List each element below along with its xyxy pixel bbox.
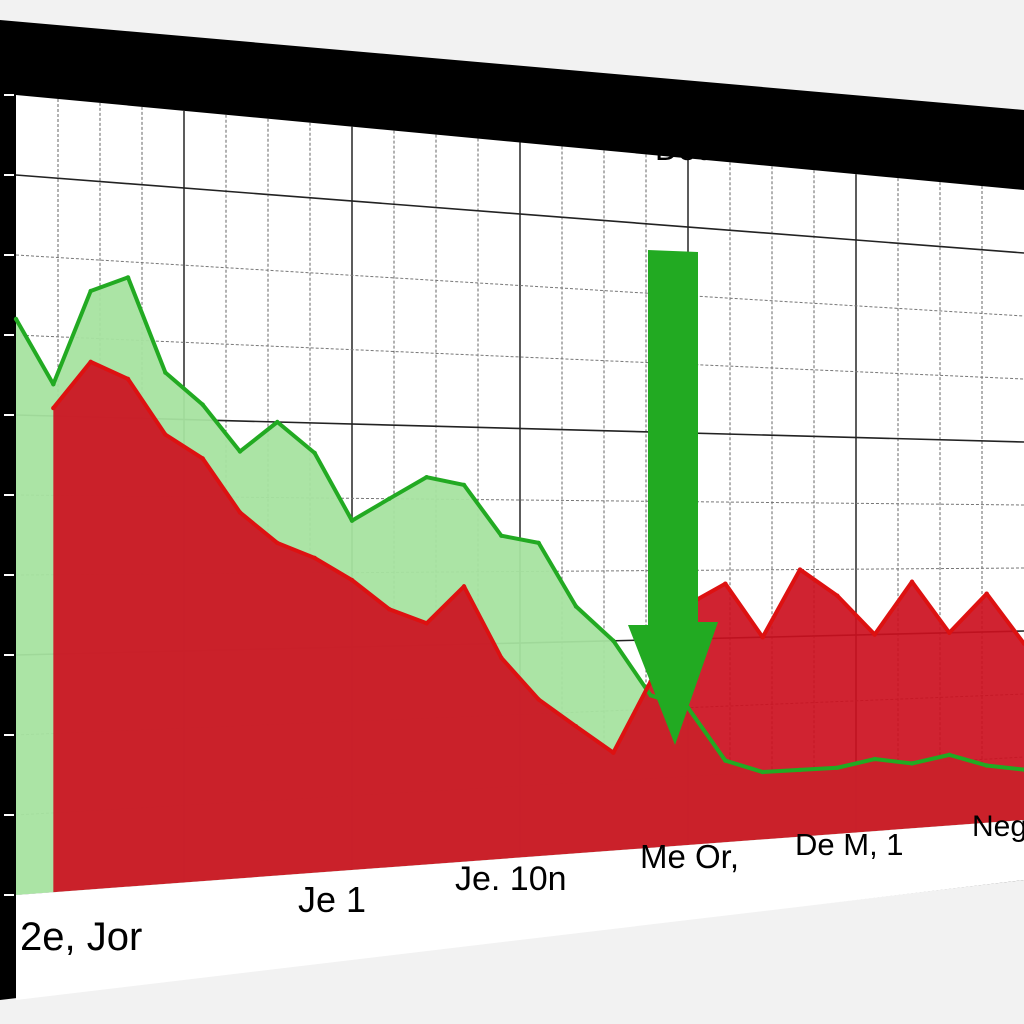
series-point-1 — [499, 655, 504, 661]
series-point-1 — [88, 359, 93, 365]
series-point-0 — [573, 604, 579, 609]
series-point-0 — [648, 693, 653, 698]
series-point-1 — [723, 581, 728, 586]
series-point-0 — [797, 767, 803, 773]
series-point-1 — [984, 591, 989, 596]
series-point-0 — [1021, 767, 1024, 772]
series-point-0 — [125, 275, 131, 280]
x-tick-label: Me Or, — [640, 838, 739, 875]
series-point-1 — [424, 621, 429, 626]
grid-line-horizontal — [15, 494, 1024, 506]
series-lines — [13, 275, 1024, 775]
x-tick-label: Je 1 — [298, 879, 366, 920]
x-tick-label: De M, 1 — [795, 827, 904, 862]
series-point-0 — [611, 638, 616, 643]
series-point-1 — [387, 607, 392, 612]
series-point-0 — [312, 450, 317, 456]
series-point-0 — [909, 761, 915, 766]
x-label-band — [16, 820, 1024, 1000]
series-point-1 — [909, 579, 915, 584]
grid-line-horizontal — [15, 254, 1024, 317]
chart-title: uribor — [4, 46, 122, 98]
series-point-1 — [349, 577, 355, 583]
series-point-0 — [424, 474, 429, 480]
series-point-0 — [536, 540, 541, 546]
series-point-1 — [200, 456, 205, 461]
series-point-1 — [797, 567, 803, 572]
grid-line-horizontal — [15, 334, 1024, 380]
x-tick-labels: 2e, Jor Je 1 Je. 10n Me Or, De M, 1 Neg, Ne — [20, 810, 1024, 959]
series-point-0 — [200, 402, 205, 407]
grid-line-horizontal — [15, 174, 1024, 254]
series-area-1 — [53, 361, 1024, 893]
annotation-label: Decenber — [655, 131, 794, 167]
series-point-1 — [872, 632, 877, 637]
series-point-1 — [51, 405, 56, 411]
series-point-0 — [387, 496, 392, 501]
series-point-1 — [611, 750, 616, 755]
series-point-1 — [536, 697, 541, 702]
series-point-0 — [835, 765, 840, 770]
grid-line-horizontal — [15, 567, 1024, 576]
series-point-0 — [163, 370, 168, 375]
series-point-1 — [275, 540, 280, 546]
series-point-0 — [872, 756, 877, 762]
series-point-0 — [984, 763, 989, 768]
series-point-1 — [163, 432, 168, 437]
series-point-1 — [312, 555, 317, 561]
trend-arrow — [628, 250, 718, 745]
series-point-1 — [125, 376, 131, 382]
series-point-0 — [237, 449, 243, 454]
series-point-1 — [947, 630, 952, 635]
series-point-0 — [499, 533, 504, 538]
down-arrow-shape — [628, 250, 718, 745]
series-point-1 — [1021, 641, 1024, 646]
series-point-0 — [461, 482, 467, 488]
series-point-0 — [13, 316, 19, 322]
series-point-1 — [461, 584, 467, 589]
y-axis-ticks — [4, 94, 14, 896]
x-tick-label: Neg, Ne — [972, 810, 1024, 843]
series-point-1 — [573, 724, 579, 729]
series-point-0 — [947, 752, 952, 758]
series-point-0 — [275, 419, 280, 425]
series-line-0 — [14, 275, 1024, 775]
x-tick-label: Je. 10n — [455, 860, 567, 898]
series-point-0 — [723, 758, 728, 763]
series-point-0 — [88, 288, 93, 294]
series-point-1 — [835, 593, 840, 598]
series-point-0 — [349, 518, 355, 523]
x-tick-label: 2e, Jor — [20, 915, 142, 959]
series-point-1 — [237, 510, 243, 515]
series-point-1 — [760, 635, 765, 640]
series-point-0 — [51, 382, 56, 387]
series-point-0 — [760, 769, 765, 775]
